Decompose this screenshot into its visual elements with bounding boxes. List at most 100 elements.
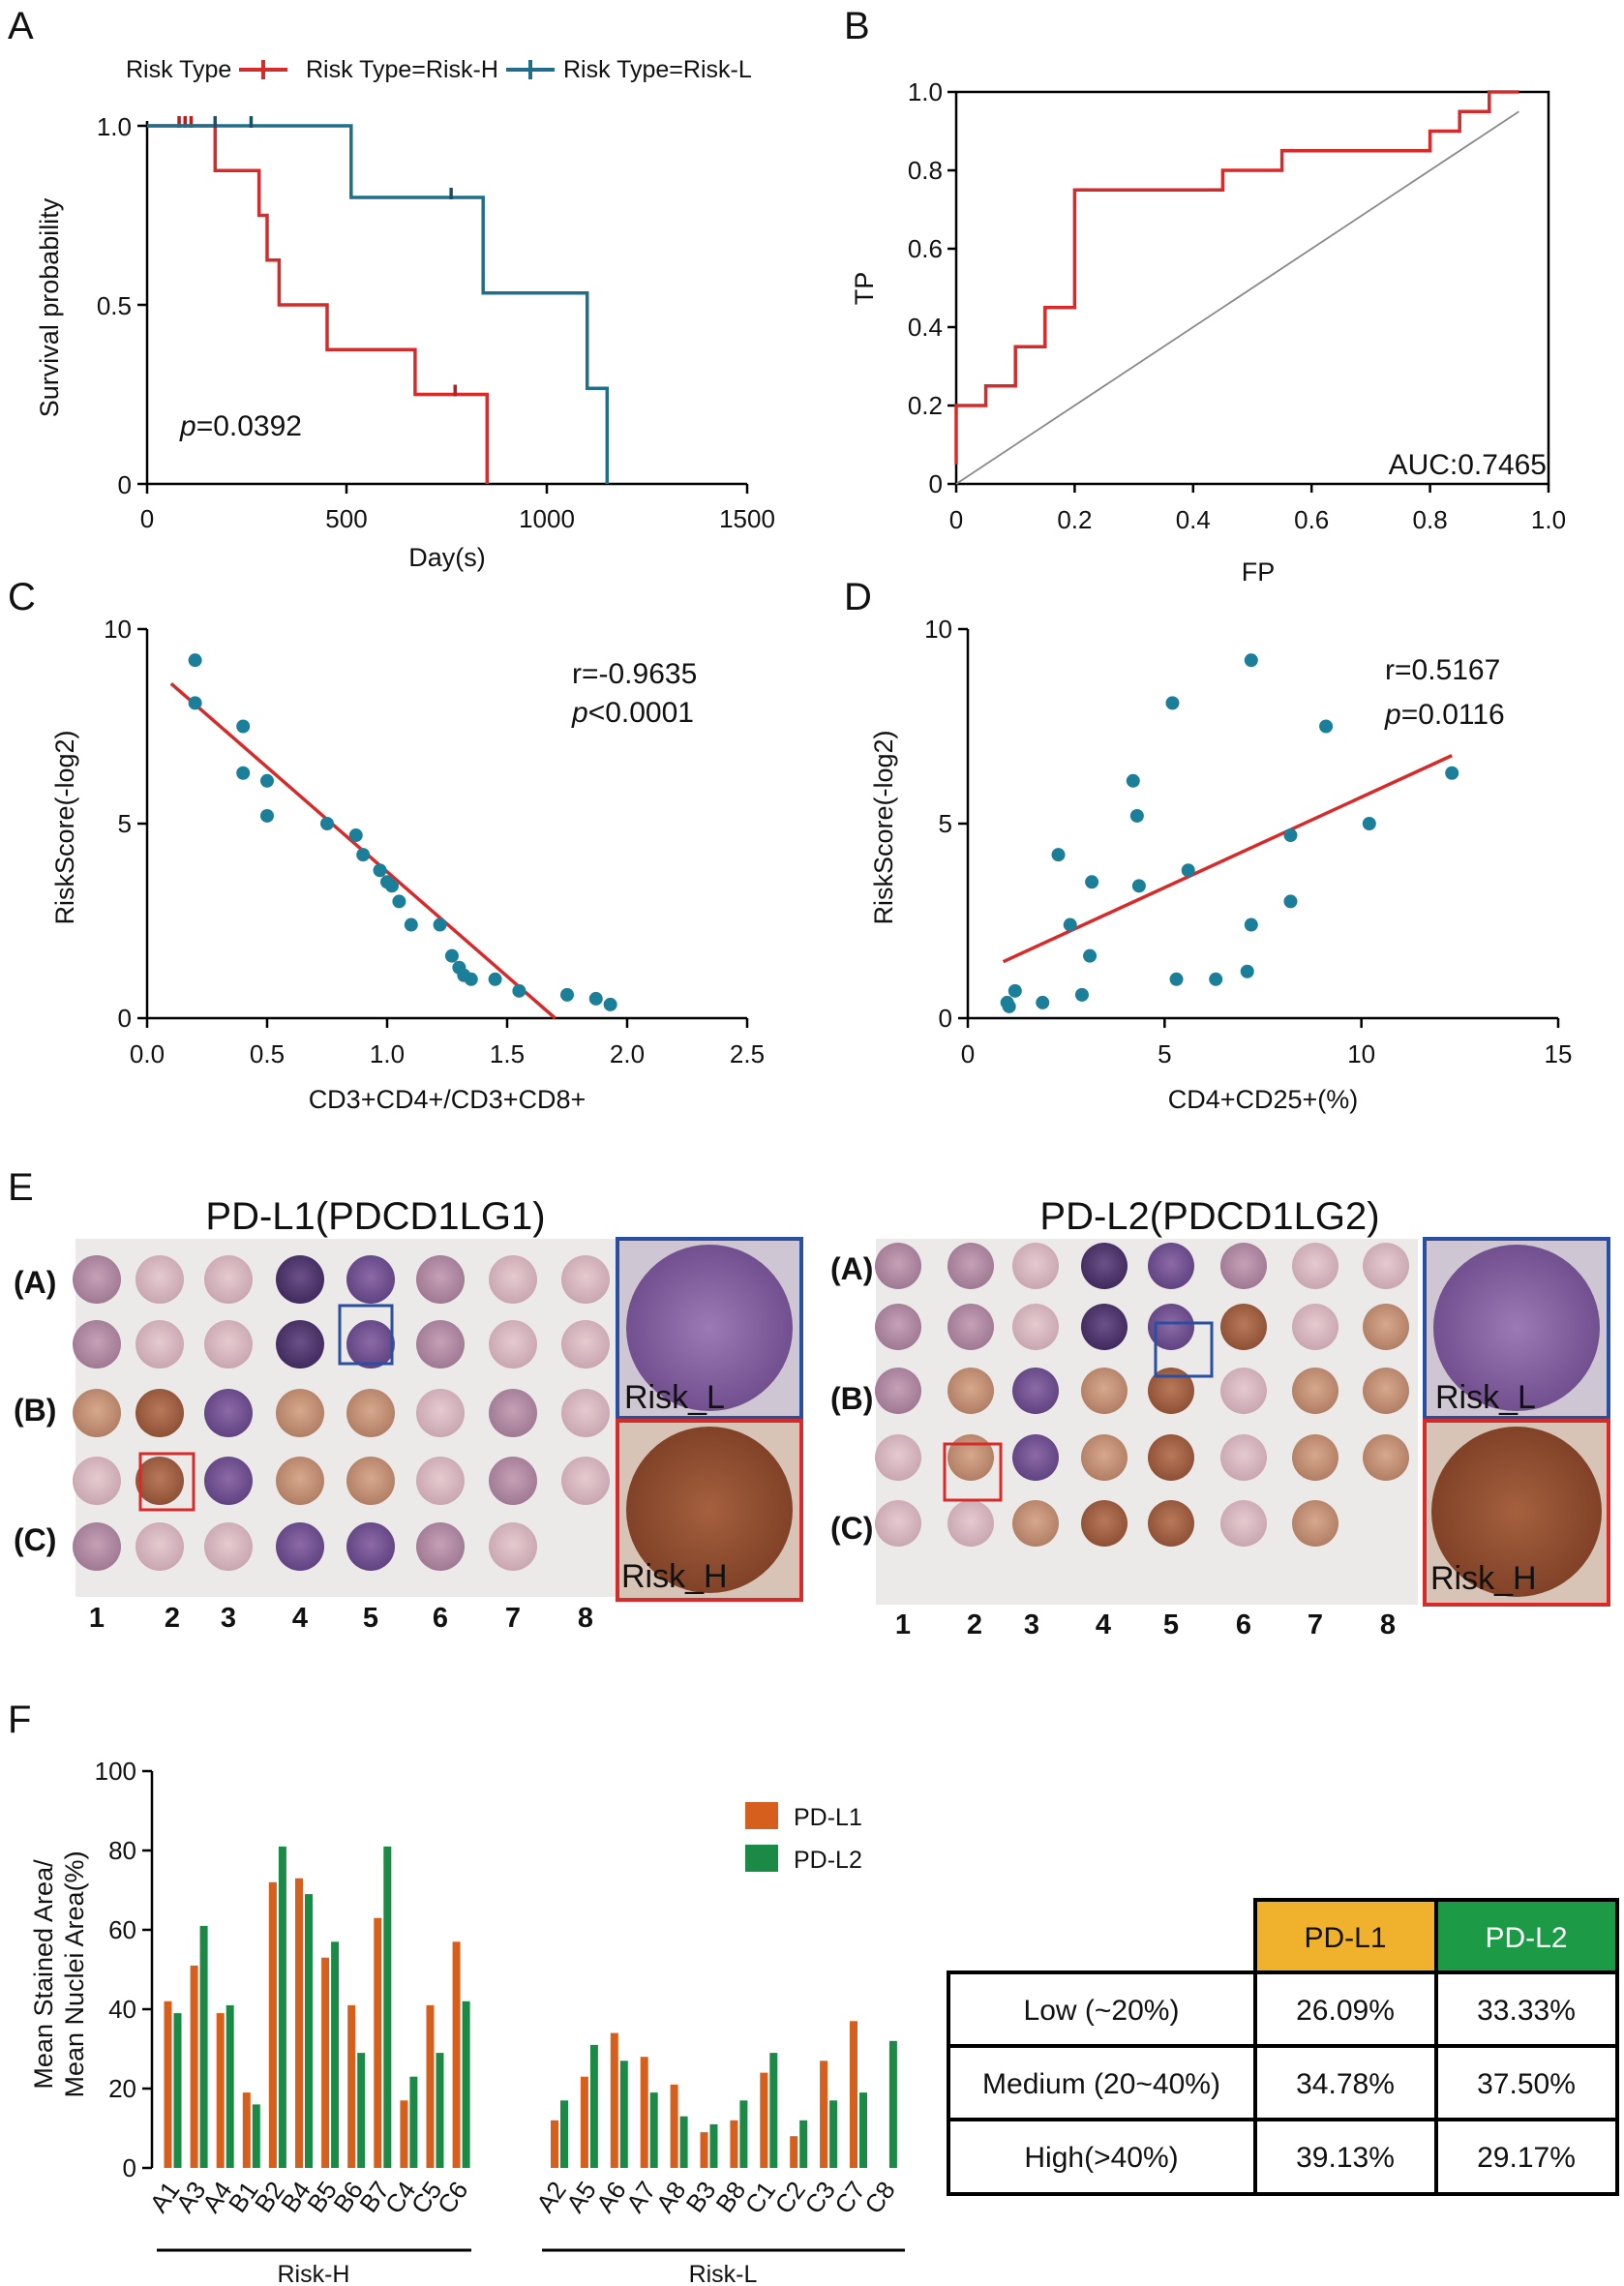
bar-y-tick: 80 bbox=[108, 1836, 152, 1865]
bar-pd-l2-c3 bbox=[829, 2100, 838, 2168]
tissue-core bbox=[947, 1368, 994, 1414]
tissue-core bbox=[1148, 1243, 1194, 1289]
bar-y-tick: 100 bbox=[95, 1757, 152, 1786]
bar-pd-l2-c6 bbox=[462, 2000, 470, 2168]
svg-text:10: 10 bbox=[924, 615, 952, 644]
scatter-c-y-tick: 10 bbox=[104, 615, 147, 644]
bar-category-label: C6 bbox=[432, 2176, 474, 2218]
svg-text:5: 5 bbox=[118, 809, 132, 838]
svg-text:1.0: 1.0 bbox=[370, 1039, 405, 1068]
scatter-d-point bbox=[1083, 948, 1098, 963]
tissue-core bbox=[135, 1457, 184, 1505]
scatter-c-plot bbox=[169, 653, 617, 1020]
tissue-left-title: PD-L1(PDCD1LG1) bbox=[205, 1195, 545, 1238]
scatter-c-point bbox=[236, 719, 251, 734]
roc-x-tick: 0.2 bbox=[1057, 484, 1092, 534]
tissue-core bbox=[1220, 1243, 1267, 1289]
scatter-c-x-tick: 0.0 bbox=[130, 1018, 165, 1068]
tissue-core bbox=[1081, 1434, 1128, 1481]
km-x-tick: 0 bbox=[140, 484, 154, 533]
bar-pd-l1-a6 bbox=[610, 2032, 618, 2168]
svg-text:0.8: 0.8 bbox=[908, 156, 943, 185]
km-curves bbox=[147, 116, 610, 484]
scatter-c-x-tick: 2.5 bbox=[730, 1018, 765, 1068]
bar-legend-label-pd-l2: PD-L2 bbox=[794, 1847, 862, 1874]
tissue-core bbox=[1220, 1500, 1267, 1547]
svg-text:40: 40 bbox=[108, 1995, 136, 2024]
tissue-core bbox=[561, 1457, 610, 1505]
roc-x-label: FP bbox=[1242, 557, 1276, 587]
km-legend-label-l: Risk Type=Risk-L bbox=[563, 56, 752, 83]
tma-left-cores bbox=[73, 1255, 610, 1571]
bar-pd-l1-c1 bbox=[760, 2072, 768, 2168]
tissue-core bbox=[1292, 1368, 1338, 1414]
tissue-core bbox=[416, 1522, 465, 1571]
scatter-c-point bbox=[464, 972, 478, 986]
roc-x-tick: 0.4 bbox=[1176, 484, 1211, 534]
column-label-left: 2 bbox=[165, 1603, 180, 1634]
tissue-core bbox=[1363, 1434, 1409, 1481]
table-grid bbox=[947, 1898, 1619, 2196]
km-x-tick: 1500 bbox=[719, 484, 775, 533]
tissue-core bbox=[276, 1255, 324, 1304]
roc-y-tick: 1.0 bbox=[908, 77, 956, 106]
row-label-c-left: (C) bbox=[14, 1522, 56, 1557]
svg-text:0: 0 bbox=[961, 1039, 975, 1068]
bar-pd-l1-a1 bbox=[164, 2000, 172, 2168]
panel-letter-a: A bbox=[8, 5, 34, 47]
tissue-core bbox=[875, 1243, 921, 1289]
highlight-box-low-right bbox=[1154, 1321, 1214, 1378]
column-label-left: 6 bbox=[433, 1603, 448, 1634]
svg-text:0.8: 0.8 bbox=[1413, 505, 1448, 534]
scatter-c-point bbox=[392, 894, 406, 909]
tissue-core bbox=[1012, 1304, 1059, 1350]
bar-y-tick: 0 bbox=[123, 2153, 152, 2182]
km-y-tick: 0.5 bbox=[97, 291, 147, 320]
bar-pd-l1-c5 bbox=[426, 2004, 435, 2168]
bar-pd-l1-c7 bbox=[850, 2021, 857, 2168]
panel-letter-f: F bbox=[8, 1699, 31, 1741]
svg-text:1.0: 1.0 bbox=[1531, 505, 1566, 534]
svg-text:0: 0 bbox=[140, 504, 154, 533]
tissue-core bbox=[204, 1522, 253, 1571]
svg-text:0: 0 bbox=[929, 469, 943, 498]
svg-text:0.5: 0.5 bbox=[97, 291, 132, 320]
highlight-box-low-left bbox=[338, 1304, 394, 1366]
km-x-label: Day(s) bbox=[408, 543, 486, 572]
tissue-core bbox=[1012, 1243, 1059, 1289]
roc-y-tick: 0.8 bbox=[908, 156, 956, 185]
scatter-d-point bbox=[1209, 972, 1223, 986]
tissue-slide-right bbox=[876, 1239, 1418, 1605]
km-legend-risk-h: Risk Type=Risk-H bbox=[239, 56, 498, 83]
table-cell-pd-l2: 33.33% bbox=[1477, 1995, 1576, 2027]
table-cell-pd-l2: 29.17% bbox=[1477, 2142, 1576, 2174]
roc-ticks: 00 0.2 0.2 0.4 0.4 0.6 0.6 0.8 0.8 1.0 1.0 bbox=[908, 77, 1566, 534]
svg-text:500: 500 bbox=[325, 504, 367, 533]
tissue-core bbox=[346, 1522, 395, 1571]
km-y-label: Survival probability bbox=[35, 197, 64, 417]
tissue-core bbox=[1363, 1243, 1409, 1289]
tissue-core bbox=[73, 1457, 121, 1505]
table-row: Low (~20%) 26.09% 33.33% bbox=[1024, 1995, 1576, 2027]
scatter-c-ticks: 0 5 10 0.0 0.5 1.0 1.5 2.0 2.5 bbox=[104, 615, 765, 1068]
tissue-core bbox=[135, 1522, 184, 1571]
scatter-d-point bbox=[1169, 972, 1184, 986]
scatter-d-point bbox=[1240, 964, 1254, 978]
panel-letter-d: D bbox=[844, 576, 872, 618]
bar-pd-l1-b4 bbox=[295, 1878, 303, 2168]
scatter-d-x-tick: 0 bbox=[961, 1018, 975, 1068]
svg-text:10: 10 bbox=[104, 615, 132, 644]
svg-text:0: 0 bbox=[939, 1004, 952, 1033]
scatter-d-y-label: RiskScore(-log2) bbox=[869, 730, 898, 924]
scatter-c-x-label: CD3+CD4+/CD3+CD8+ bbox=[309, 1085, 586, 1114]
bar-pd-l2-a3 bbox=[199, 1925, 208, 2168]
row-label-b-right: (B) bbox=[830, 1381, 873, 1416]
roc-y-tick: 0.4 bbox=[908, 313, 956, 342]
tissue-core bbox=[1012, 1434, 1059, 1481]
roc-y-tick: 0.6 bbox=[908, 234, 956, 263]
bar-pd-l1-b3 bbox=[700, 2132, 708, 2168]
bar-pd-l2-a5 bbox=[589, 2044, 598, 2168]
bar-pd-l1-a2 bbox=[551, 2120, 558, 2168]
scatter-d-fit-line bbox=[1002, 754, 1453, 964]
